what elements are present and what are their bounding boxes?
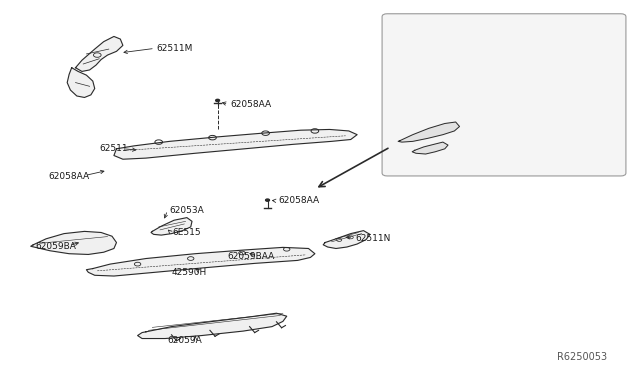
Polygon shape <box>86 247 315 276</box>
Polygon shape <box>323 231 370 248</box>
Text: 62059BAA: 62059BAA <box>227 252 275 261</box>
Text: 62053A: 62053A <box>170 206 204 215</box>
Text: 62058AA: 62058AA <box>278 196 319 205</box>
Circle shape <box>216 99 220 102</box>
Polygon shape <box>412 142 448 154</box>
Text: 62058AA: 62058AA <box>48 172 89 181</box>
Circle shape <box>266 199 269 201</box>
Polygon shape <box>114 129 357 159</box>
FancyBboxPatch shape <box>382 14 626 176</box>
Polygon shape <box>31 231 116 254</box>
Text: 62058AA: 62058AA <box>230 100 271 109</box>
Text: 6E515: 6E515 <box>173 228 202 237</box>
Text: 62511N: 62511N <box>355 234 390 243</box>
Text: 62059A: 62059A <box>168 336 202 345</box>
Polygon shape <box>398 122 460 142</box>
Text: 62511M: 62511M <box>157 44 193 53</box>
Polygon shape <box>151 218 192 235</box>
Text: R6250053: R6250053 <box>557 352 607 362</box>
Text: 62511: 62511 <box>99 144 128 153</box>
Polygon shape <box>76 36 123 71</box>
Polygon shape <box>138 313 287 339</box>
Polygon shape <box>67 68 95 97</box>
Text: 42590H: 42590H <box>172 268 207 277</box>
Text: 62059BA: 62059BA <box>35 242 76 251</box>
